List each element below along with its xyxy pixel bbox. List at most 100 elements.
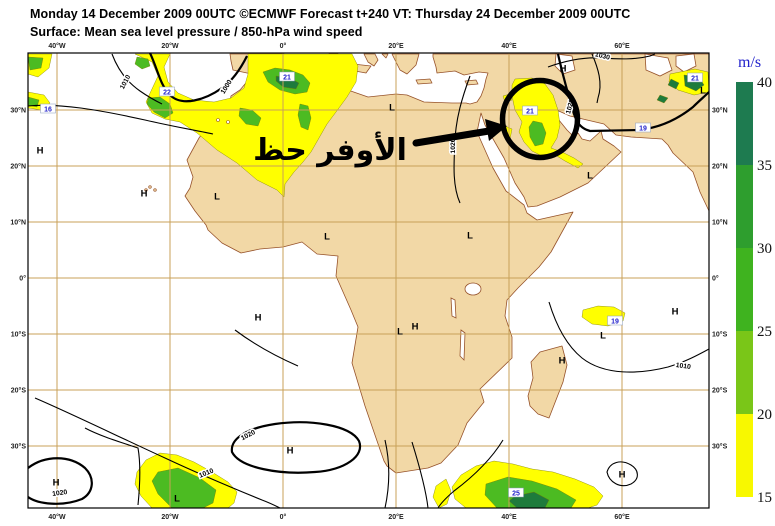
lat-label-left: 30°N: [10, 107, 26, 115]
map-frame: [27, 52, 710, 509]
wind-max-box: [522, 105, 538, 116]
lon-label-top: 40°W: [48, 42, 66, 50]
pressure-centre-L: L: [389, 103, 395, 114]
pressure-centre-H: H: [672, 307, 679, 318]
wind-max-value: 21: [283, 75, 291, 82]
latlon-grid: [28, 53, 709, 508]
colorbar-tick: 15: [757, 490, 772, 506]
colorbar-segment-20-25: [736, 331, 753, 414]
greece: [391, 53, 420, 75]
madagascar: [527, 345, 568, 419]
colorbar-tick: 20: [757, 407, 772, 423]
pressure-centre-L: L: [587, 171, 593, 182]
wind-max-value: 22: [163, 90, 171, 97]
colorbar-tick: 40: [757, 75, 772, 91]
wind-max-box: [159, 86, 175, 97]
inland-seas: [450, 53, 697, 361]
lat-label-right: 20°N: [712, 163, 728, 171]
lon-label-top: 40°E: [501, 42, 517, 50]
lat-label-right: 10°S: [712, 331, 728, 339]
crete: [415, 78, 433, 85]
lat-label-left: 10°N: [10, 219, 26, 227]
middle-east-wind-patch: [511, 77, 584, 169]
wind-max-box: [687, 72, 703, 83]
lake-victoria: [464, 282, 482, 296]
lon-label-top: 20°E: [388, 42, 404, 50]
lon-label-bottom: 20°W: [161, 513, 179, 521]
lon-label-top: 0°: [280, 42, 287, 50]
wind-max-box: [40, 103, 56, 114]
chart-title: Monday 14 December 2009 00UTC ©ECMWF For…: [30, 7, 631, 21]
wind-max-box: [635, 122, 651, 133]
colorbar-segment-15-20: [736, 414, 753, 497]
axis-labels-right: 30°N 20°N 10°N 0° 10°S 20°S 30°S: [712, 107, 728, 451]
chart-subtitle: Surface: Mean sea level pressure / 850-h…: [30, 25, 363, 39]
annotation-circle: [499, 77, 581, 161]
pressure-centre-H: H: [37, 146, 44, 157]
lon-label-bottom: 0°: [280, 513, 287, 521]
axis-labels-top: 40°W 20°W 0° 20°E 40°E 60°E: [48, 42, 630, 50]
lat-label-left: 20°N: [10, 163, 26, 171]
lon-label-bottom: 60°E: [614, 513, 630, 521]
annotation-arabic-text: الأوفر حظ: [253, 131, 407, 168]
inland-lake-2: [675, 53, 697, 73]
pressure-centre-L: L: [324, 232, 330, 243]
colorbar-tick: 35: [757, 158, 772, 174]
annotation-arrow-head: [485, 119, 507, 141]
italy: [363, 53, 379, 67]
lon-label-bottom: 40°E: [501, 513, 517, 521]
pressure-centre-L: L: [700, 86, 706, 97]
wind-max-value: 25: [512, 491, 520, 498]
colorbar-segment-30-35: [736, 165, 753, 248]
wind-speed-patches: [28, 53, 709, 508]
colorbar-segment-25-30: [736, 248, 753, 331]
wind-max-box: [508, 487, 524, 498]
lake-tanganyika: [450, 297, 457, 319]
lat-label-right: 0°: [712, 275, 719, 283]
axis-labels-left: 30°N 20°N 10°N 0° 10°S 20°S 30°S: [10, 107, 26, 451]
wind-speed-colorbar: m/s 40 35 30 25 20 15: [736, 54, 772, 506]
wind-max-value: 21: [691, 76, 699, 83]
lat-label-left: 0°: [19, 275, 26, 283]
wind-max-value: 21: [526, 109, 534, 116]
wind-max-value: 16: [44, 107, 52, 114]
lon-label-top: 20°W: [161, 42, 179, 50]
lon-label-bottom: 20°E: [388, 513, 404, 521]
lat-label-right: 10°N: [712, 219, 728, 227]
colorbar-tick: 30: [757, 241, 772, 257]
lat-label-right: 30°N: [712, 107, 728, 115]
italy-heel: [381, 53, 389, 59]
wind-max-box: [607, 315, 623, 326]
lon-label-top: 60°E: [614, 42, 630, 50]
pressure-centre-L: L: [214, 192, 220, 203]
lon-label-bottom: 40°W: [48, 513, 66, 521]
lake-malawi: [459, 329, 466, 361]
pressure-centre-L: L: [174, 494, 180, 505]
pressure-centre-H: H: [53, 478, 60, 489]
colorbar-segments: [736, 82, 753, 497]
isobar-value: 1030: [594, 51, 611, 62]
annotation-arrow-shaft: [412, 127, 493, 147]
axis-labels-bottom: 40°W 20°W 0° 20°E 40°E 60°E: [48, 513, 630, 521]
lat-label-right: 30°S: [712, 443, 728, 451]
colorbar-tick: 25: [757, 324, 772, 340]
wind-maxima-labels: 16 22 21 21 19 21 19 25: [40, 71, 703, 498]
inland-lake-1: [644, 53, 673, 77]
pressure-centre-H: H: [141, 189, 148, 200]
pressure-centre-H: H: [619, 470, 626, 481]
wind-max-box: [279, 71, 295, 82]
pressure-centre-H: H: [559, 356, 566, 367]
colorbar-segment-35-40: [736, 82, 753, 165]
pressure-centre-L: L: [467, 231, 473, 242]
lat-label-left: 30°S: [11, 443, 27, 451]
isobar-value: 1020: [450, 138, 457, 153]
pressure-centre-L: L: [397, 327, 403, 338]
pressure-centre-L: L: [600, 331, 606, 342]
lat-label-left: 20°S: [11, 387, 27, 395]
pressure-centre-H: H: [287, 446, 294, 457]
pressure-centre-H: H: [255, 313, 262, 324]
wind-max-value: 19: [639, 126, 647, 133]
